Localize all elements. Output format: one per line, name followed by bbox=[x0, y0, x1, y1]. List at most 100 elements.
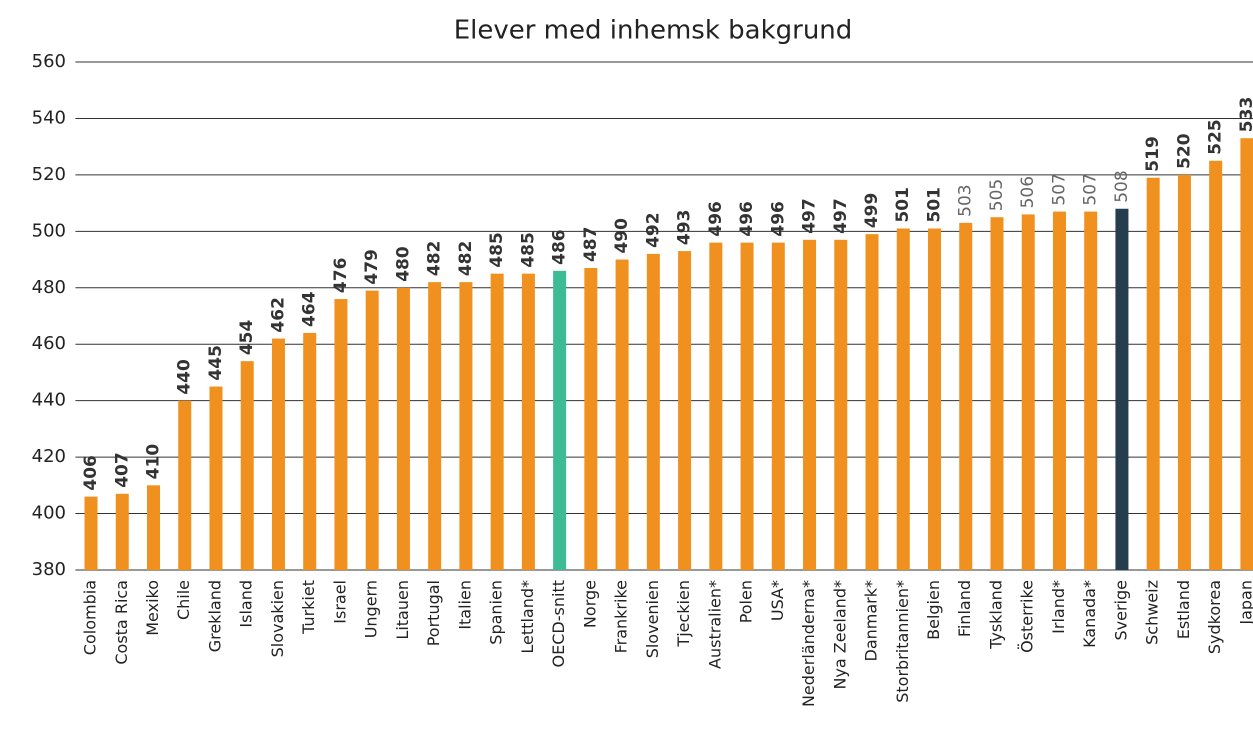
chart-title: Elever med inhemsk bakgrund bbox=[454, 16, 853, 46]
y-tick-label: 560 bbox=[32, 51, 66, 72]
bar bbox=[928, 228, 941, 570]
value-label: 406 bbox=[81, 455, 101, 491]
value-label: 482 bbox=[425, 241, 445, 277]
x-tick-label: Colombia bbox=[81, 580, 100, 655]
bar bbox=[740, 242, 754, 570]
value-label: 496 bbox=[737, 201, 757, 237]
bar bbox=[1052, 211, 1066, 571]
x-tick-label: Storbritannien* bbox=[893, 580, 912, 703]
bar bbox=[959, 222, 973, 570]
x-tick-label: Israel bbox=[330, 580, 349, 624]
x-tick-label: Frankrike bbox=[612, 580, 631, 653]
bar bbox=[459, 282, 473, 570]
value-label: 480 bbox=[393, 246, 413, 282]
value-label: 501 bbox=[925, 187, 945, 223]
x-tick-label: Slovakien bbox=[268, 580, 287, 657]
x-tick-label: Norge bbox=[580, 580, 599, 628]
bar bbox=[615, 259, 629, 570]
bar bbox=[490, 273, 504, 570]
x-tick-label: Slovenien bbox=[643, 580, 662, 658]
x-tick-label: Nya Zeeland* bbox=[830, 580, 849, 690]
x-tick-label: Turkiet bbox=[299, 580, 318, 635]
bar bbox=[1115, 208, 1129, 570]
y-tick-label: 500 bbox=[32, 220, 66, 241]
x-tick-label: Polen bbox=[737, 580, 756, 623]
value-label: 486 bbox=[550, 229, 570, 265]
y-tick-label: 540 bbox=[32, 107, 66, 128]
bar bbox=[646, 253, 660, 570]
x-tick-label: Litauen bbox=[393, 580, 412, 640]
x-tick-label: Portugal bbox=[424, 580, 443, 646]
x-tick-label: Japan bbox=[1236, 580, 1253, 626]
bar bbox=[1021, 214, 1035, 570]
x-tick-label: Costa Rica bbox=[112, 580, 131, 665]
x-tick-label: Grekland bbox=[205, 580, 224, 652]
x-tick-label: Danmark* bbox=[862, 580, 881, 662]
value-label: 410 bbox=[144, 444, 164, 480]
x-tick-label: Chile bbox=[174, 580, 193, 620]
x-tick-label: Sydkorea bbox=[1205, 580, 1224, 654]
value-label: 501 bbox=[893, 187, 913, 223]
value-label: 476 bbox=[331, 258, 351, 294]
x-tick-label: USA* bbox=[768, 580, 787, 621]
bar bbox=[396, 287, 410, 570]
bar bbox=[896, 228, 910, 570]
value-label: 533 bbox=[1237, 97, 1253, 133]
bar bbox=[678, 251, 692, 571]
bar bbox=[834, 239, 848, 571]
bar bbox=[428, 282, 442, 570]
value-label: 485 bbox=[518, 232, 538, 268]
bar bbox=[115, 493, 129, 570]
bar bbox=[1209, 160, 1223, 570]
value-label: 497 bbox=[831, 198, 851, 234]
value-label: 462 bbox=[268, 297, 288, 333]
x-tick-label: Belgien bbox=[924, 580, 943, 640]
value-label: 482 bbox=[456, 241, 476, 277]
bar bbox=[178, 400, 192, 570]
x-tick-label: Kanada* bbox=[1080, 580, 1099, 648]
bar bbox=[1177, 174, 1191, 570]
bar bbox=[84, 496, 98, 570]
value-label: 525 bbox=[1206, 119, 1226, 155]
x-tick-label: OECD-snitt bbox=[549, 580, 568, 667]
x-tick-label: Lettland* bbox=[518, 580, 537, 654]
bar bbox=[584, 268, 598, 570]
value-label: 485 bbox=[487, 232, 507, 268]
value-label: 507 bbox=[1081, 173, 1101, 205]
x-tick-label: Österrike bbox=[1018, 580, 1037, 653]
x-tick-label: Schweiz bbox=[1143, 580, 1162, 645]
bar bbox=[1084, 211, 1098, 571]
x-tick-label: Tjeckien bbox=[674, 580, 693, 648]
value-label: 496 bbox=[706, 201, 726, 237]
bar bbox=[240, 361, 254, 570]
x-tick-label: Australien* bbox=[705, 580, 724, 669]
y-tick-label: 520 bbox=[32, 164, 66, 185]
bar bbox=[990, 217, 1004, 570]
value-label: 506 bbox=[1018, 176, 1038, 208]
value-label: 440 bbox=[175, 359, 195, 395]
value-label: 507 bbox=[1049, 173, 1069, 205]
value-label: 454 bbox=[237, 319, 257, 355]
bar bbox=[209, 386, 223, 570]
y-tick-label: 380 bbox=[32, 559, 66, 580]
x-tick-label: Ungern bbox=[362, 580, 381, 638]
value-label: 464 bbox=[300, 291, 320, 327]
value-label: 508 bbox=[1112, 170, 1132, 202]
bar bbox=[865, 234, 879, 570]
x-tick-label: Estland bbox=[1174, 580, 1193, 639]
bar bbox=[709, 242, 723, 570]
x-tick-label: Mexiko bbox=[143, 580, 162, 636]
bar bbox=[771, 242, 785, 570]
x-tick-label: Tyskland bbox=[986, 580, 1005, 650]
y-tick-label: 440 bbox=[32, 390, 66, 411]
value-label: 503 bbox=[956, 184, 976, 216]
x-tick-label: Nederländerna* bbox=[799, 580, 818, 707]
bar bbox=[334, 299, 348, 570]
value-label: 497 bbox=[800, 198, 820, 234]
value-label: 496 bbox=[768, 201, 788, 237]
bar bbox=[553, 270, 567, 570]
y-tick-label: 420 bbox=[32, 446, 66, 467]
y-tick-label: 480 bbox=[32, 277, 66, 298]
bar bbox=[803, 239, 817, 571]
x-tick-label: Italien bbox=[455, 580, 474, 630]
